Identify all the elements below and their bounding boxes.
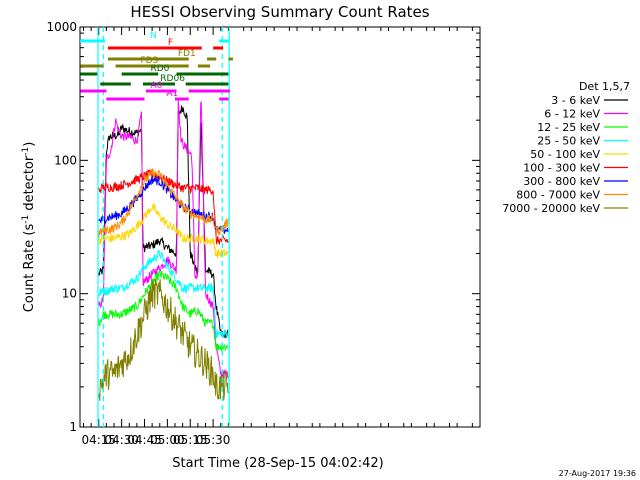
legend-label: 25 - 50 keV <box>537 135 600 148</box>
flag-bar-label: RD06 <box>160 74 185 84</box>
series-line <box>98 100 229 379</box>
series-line <box>98 105 229 339</box>
legend-label: 100 - 300 keV <box>523 162 600 175</box>
chart-title: HESSI Observing Summary Count Rates <box>130 3 429 21</box>
legend-label: 7000 - 20000 keV <box>502 202 600 215</box>
y-tick-label: 10 <box>62 287 77 301</box>
y-tick-label: 1 <box>69 420 77 434</box>
flag-bar-label: F <box>168 38 173 48</box>
x-tick-label: 04:15 <box>81 433 116 447</box>
x-axis-label: Start Time (28-Sep-15 04:02:42) <box>172 456 383 471</box>
series-line <box>98 175 229 234</box>
x-tick-label: 05:15 <box>173 433 208 447</box>
legend-label: 3 - 6 keV <box>551 94 600 107</box>
y-axis-label: Count Rate (s-1 detector-1) <box>21 142 37 313</box>
y-tick-label: 1000 <box>46 20 77 34</box>
series-line <box>98 249 229 339</box>
generation-timestamp: 27-Aug-2017 19:36 <box>558 469 636 478</box>
flag-bar-label: A1 <box>166 89 178 99</box>
series-line <box>98 203 229 259</box>
legend-title: Det 1,5,7 <box>579 80 630 93</box>
flag-bar-label: N <box>150 31 157 41</box>
x-tick-label: 04:30 <box>104 433 139 447</box>
flag-bar-label: RD0 <box>150 64 169 74</box>
series-line <box>98 268 229 352</box>
series-line <box>98 169 229 245</box>
legend-label: 800 - 7000 keV <box>516 189 600 202</box>
legend-label: 6 - 12 keV <box>544 108 600 121</box>
flag-bar-label: FD1 <box>178 49 196 59</box>
x-tick-label: 05:30 <box>196 433 231 447</box>
series-line <box>98 168 229 238</box>
x-tick-label: 04:45 <box>127 433 162 447</box>
legend-label: 300 - 800 keV <box>523 175 600 188</box>
y-tick-label: 100 <box>54 153 77 167</box>
legend-label: 50 - 100 keV <box>530 148 600 161</box>
flag-bar-label: A0 <box>150 81 162 91</box>
flag-bar-label: FD3 <box>140 56 158 66</box>
legend-label: 12 - 25 keV <box>537 121 600 134</box>
x-tick-label: 05:00 <box>150 433 185 447</box>
plot-frame <box>79 26 481 428</box>
series-line <box>98 278 229 401</box>
